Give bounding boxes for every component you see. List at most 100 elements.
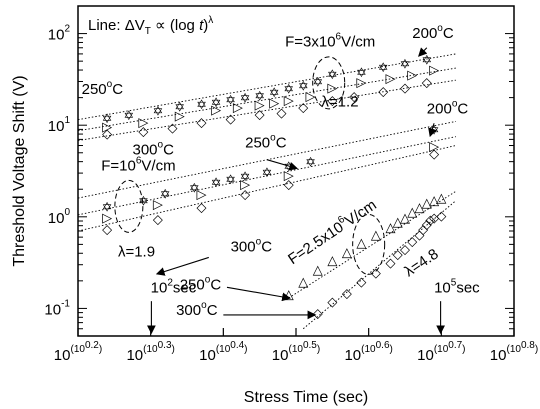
annotation-rest: V/cm xyxy=(141,158,175,175)
x-tick-base: 10 xyxy=(199,347,216,364)
x-tick-label: 10(100.4) xyxy=(199,340,247,364)
data-point-diamond: ◇ xyxy=(153,211,163,226)
fit-line xyxy=(77,79,456,141)
annotation-text: 300 xyxy=(231,238,256,255)
legend-var: t xyxy=(199,17,204,34)
data-point-diamond: ◇ xyxy=(349,89,359,104)
data-point-diamond: ◇ xyxy=(327,294,337,309)
data-point-triangle_right: ▷ xyxy=(197,186,207,201)
annotation-text: 10 xyxy=(151,279,168,296)
data-point-diamond: ◇ xyxy=(371,265,381,280)
data-point-diamond: ◇ xyxy=(429,210,439,225)
data-point-triangle_right: ▷ xyxy=(102,119,112,134)
data-point-triangle_right: ▷ xyxy=(255,97,265,112)
y-tick-base: 10 xyxy=(48,118,65,135)
data-point-star: ✡ xyxy=(261,165,272,180)
data-point-diamond: ◇ xyxy=(415,227,425,242)
data-point-diamond: ◇ xyxy=(436,208,446,223)
annotation-rest: C xyxy=(443,25,454,42)
annotation-t200-high: 200oC xyxy=(412,23,454,42)
annotation-rest: C xyxy=(261,238,272,255)
annotation-t300-high: 300oC xyxy=(133,139,175,158)
data-point-triangle_right: ▷ xyxy=(233,99,243,114)
annotation-sup: 5 xyxy=(451,277,457,288)
fit-line xyxy=(77,145,456,232)
x-tick-close: ) xyxy=(390,344,393,355)
annotation-sup: o xyxy=(437,23,443,34)
plot-layer: ✡ ✡ ✡ ✡ ✡ ✡ ✡ ✡ ✡ ✡ ✡ ✡ ✡ ✡ ✡ ✡ ✡ ✡▷ ▷ ▷ ▷ ▷ ▷ ▷ ▷ ▷▷ ▷ ▷ ▷ ▷◇ ◇ ◇ ◇ ◇ ◇ ◇ ◇… xyxy=(77,53,457,330)
data-point-diamond: ◇ xyxy=(197,114,207,129)
group-ellipse xyxy=(114,179,144,233)
data-point-star: ✡ xyxy=(240,169,251,184)
annotation-rest: C xyxy=(210,277,221,294)
data-point-diamond: ◇ xyxy=(284,177,294,192)
data-point-triangle_up: △ xyxy=(407,204,417,219)
data-point-triangle_right: ▷ xyxy=(269,95,279,110)
data-point-triangle_right: ▷ xyxy=(429,62,439,77)
data-point-star: ✡ xyxy=(298,79,309,94)
x-tick-base: 10 xyxy=(272,347,289,364)
data-point-star: ✡ xyxy=(269,85,280,100)
x-tick-label: 10(100.8) xyxy=(490,340,538,364)
fit-line xyxy=(77,53,456,121)
data-point-triangle_up: △ xyxy=(429,192,439,207)
data-point-triangle_right: ▷ xyxy=(153,196,163,211)
annotation-text: 250 xyxy=(180,277,205,294)
fit-line xyxy=(77,67,456,132)
x-tick-close: ) xyxy=(244,344,247,355)
pointer-arrow xyxy=(226,286,291,302)
annotation-t300-low: 300oC xyxy=(176,300,218,319)
annotation-f-high: F=3x106V/cm xyxy=(285,32,375,51)
x-tick-label: 10(100.6) xyxy=(344,340,392,364)
data-point-diamond: ◇ xyxy=(240,186,250,201)
data-point-triangle_up: △ xyxy=(298,274,308,289)
data-point-diamond: ◇ xyxy=(313,306,323,321)
data-point-star: ✡ xyxy=(123,108,134,123)
data-point-diamond: ◇ xyxy=(226,111,236,126)
data-point-triangle_right: ▷ xyxy=(284,167,294,182)
legend-sup: λ xyxy=(208,15,213,26)
data-point-star: ✡ xyxy=(421,53,432,68)
x-tick-exp: (10 xyxy=(361,344,376,355)
data-point-star: ✡ xyxy=(152,103,163,118)
annotation-sup: 6 xyxy=(336,32,342,43)
annotation-sup: o xyxy=(107,79,113,90)
y-tick-base: 10 xyxy=(48,210,65,227)
legend-sub: T xyxy=(145,26,151,37)
data-point-star: ✡ xyxy=(312,74,323,89)
annotation-rest: sec xyxy=(456,279,480,296)
data-point-triangle_right: ▷ xyxy=(240,177,250,192)
legend-line: Line: ΔVT ∝ (log t)λ xyxy=(88,15,213,37)
data-point-star: ✡ xyxy=(189,180,200,195)
group-ellipse xyxy=(352,213,386,275)
data-point-triangle_right: ▷ xyxy=(284,93,294,108)
data-point-diamond: ◇ xyxy=(400,80,410,95)
x-tick-exp-sup: 0.5 xyxy=(303,340,317,351)
annotation-text: 300 xyxy=(133,141,158,158)
x-tick-base: 10 xyxy=(126,347,143,364)
annotation-rest: C xyxy=(112,81,123,98)
annotation-f-mid: F=106V/cm xyxy=(101,156,175,175)
legend-prefix: Line: ΔV xyxy=(88,17,145,34)
group-ellipse xyxy=(312,56,346,110)
x-tick-base: 10 xyxy=(54,347,71,364)
fit-line xyxy=(77,136,456,216)
annotation-t200-mid: 200oC xyxy=(427,98,469,117)
x-tick-exp-sup: 0.8 xyxy=(521,340,535,351)
annotation-t300-mid: 300oC xyxy=(231,236,273,255)
data-point-triangle_right: ▷ xyxy=(306,89,316,104)
data-point-diamond: ◇ xyxy=(422,74,432,89)
data-point-diamond: ◇ xyxy=(197,199,207,214)
fit-line xyxy=(288,190,457,299)
pointer-arrow xyxy=(418,47,428,57)
annotation-rest: V/cm xyxy=(342,197,380,230)
data-point-star: ✡ xyxy=(225,93,236,108)
data-point-star: ✡ xyxy=(240,91,251,106)
data-point-triangle_up: △ xyxy=(415,199,425,214)
data-point-triangle_right: ▷ xyxy=(327,80,337,95)
data-point-triangle_right: ▷ xyxy=(429,139,439,154)
annotation-t250-mid: 250oC xyxy=(245,133,287,152)
data-point-triangle_right: ▷ xyxy=(138,114,148,129)
data-point-star: ✡ xyxy=(327,67,338,82)
